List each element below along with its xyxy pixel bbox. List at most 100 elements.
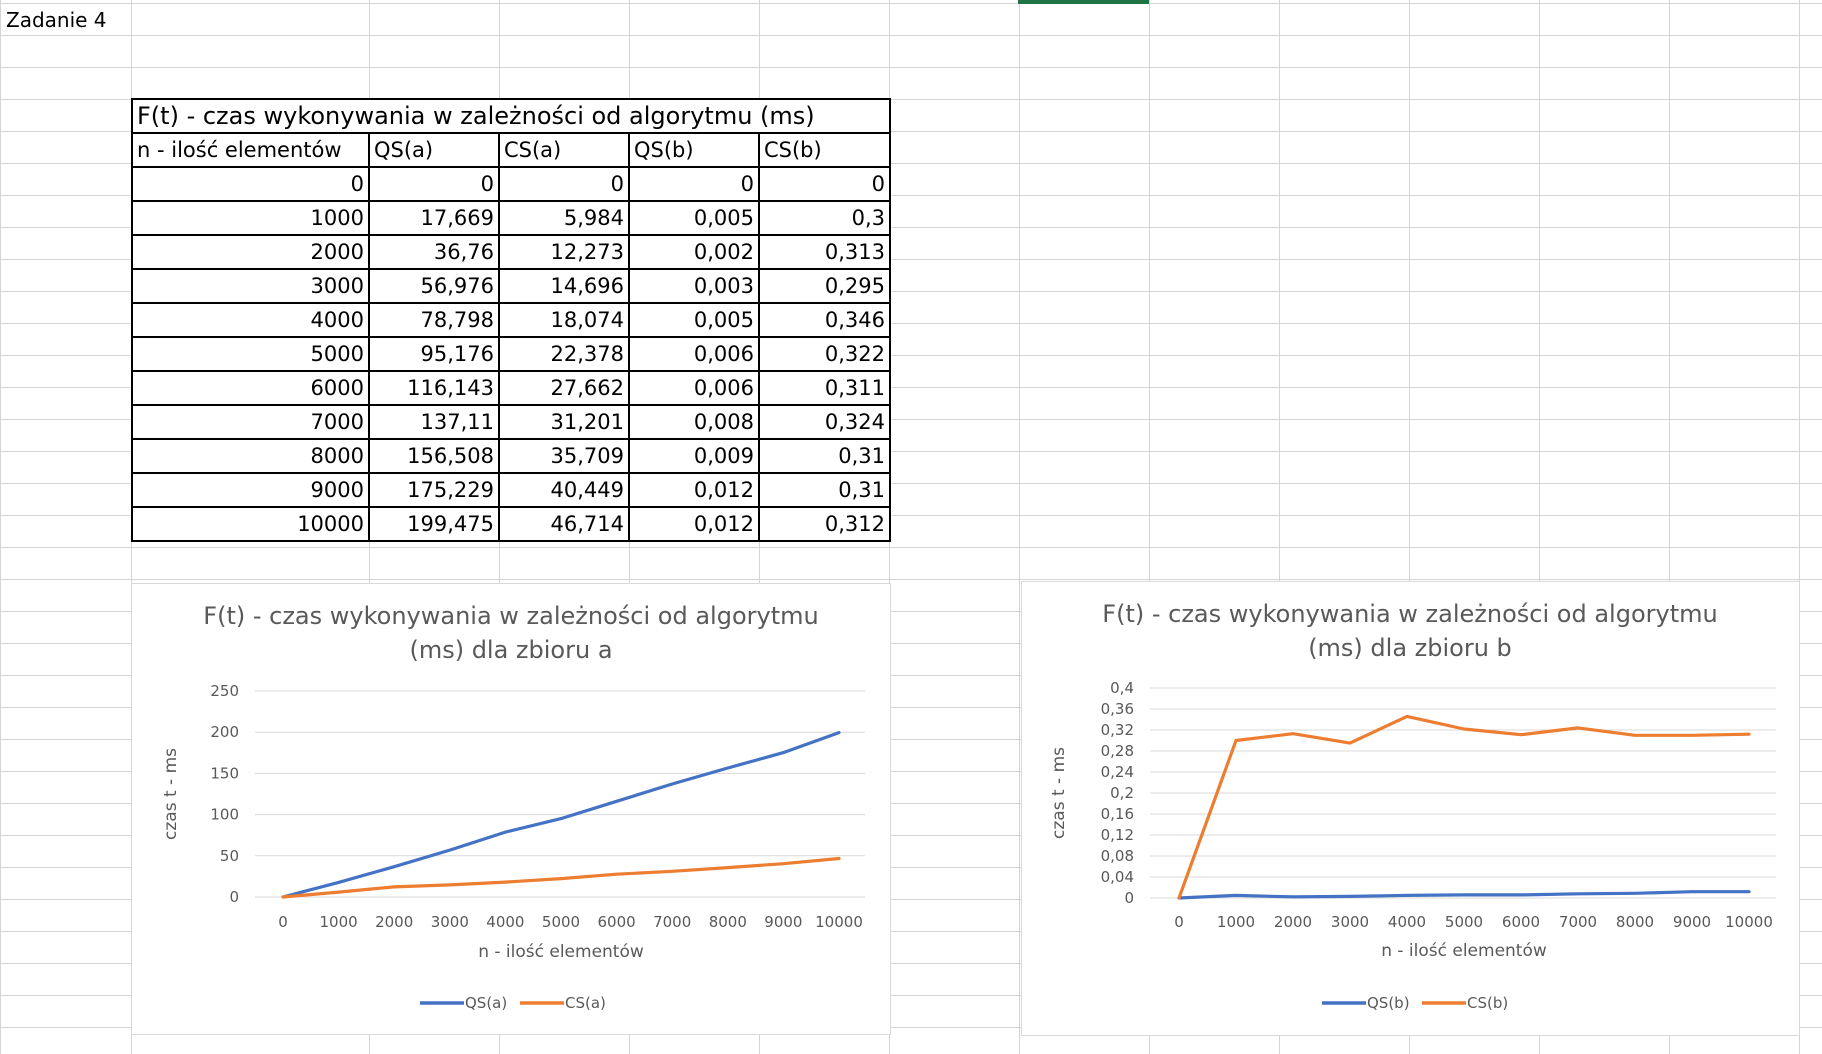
y-tick-label: 0,08: [1101, 847, 1134, 865]
y-tick-label: 50: [220, 847, 239, 865]
table-cell[interactable]: 137,11: [368, 404, 500, 440]
table-cell[interactable]: 17,669: [368, 200, 500, 236]
table-row: 4000 78,798 18,074 0,005 0,346: [131, 302, 891, 338]
table-cell[interactable]: 0,3: [758, 200, 891, 236]
table-cell[interactable]: 14,696: [498, 268, 630, 304]
table-cell[interactable]: 0,322: [758, 336, 891, 372]
table-cell[interactable]: 6000: [131, 370, 370, 406]
table-cell[interactable]: 8000: [131, 438, 370, 474]
header-qs-a[interactable]: QS(a): [368, 132, 500, 168]
table-title[interactable]: F(t) - czas wykonywania w zależności od …: [131, 98, 891, 134]
table-cell[interactable]: 0,009: [628, 438, 760, 474]
table-cell[interactable]: 5,984: [498, 200, 630, 236]
table-cell[interactable]: 56,976: [368, 268, 500, 304]
header-qs-b[interactable]: QS(b): [628, 132, 760, 168]
header-cs-b[interactable]: CS(b): [758, 132, 891, 168]
chart-set-b[interactable]: F(t) - czas wykonywania w zależności od …: [1021, 581, 1800, 1036]
table-cell[interactable]: 0,313: [758, 234, 891, 270]
table-cell[interactable]: 0,31: [758, 472, 891, 508]
table-cell[interactable]: 0: [131, 166, 370, 202]
table-cell[interactable]: 27,662: [498, 370, 630, 406]
table-cell[interactable]: 0,346: [758, 302, 891, 338]
table-cell[interactable]: 95,176: [368, 336, 500, 372]
table-cell[interactable]: 0,012: [628, 472, 760, 508]
series-line-QS(a): [281, 731, 841, 899]
table-cell[interactable]: 3000: [131, 268, 370, 304]
table-row: 2000 36,76 12,273 0,002 0,313: [131, 234, 891, 270]
table-cell[interactable]: 22,378: [498, 336, 630, 372]
table-title-row: F(t) - czas wykonywania w zależności od …: [131, 98, 891, 134]
series-line-QS(b): [1177, 890, 1751, 900]
table-cell[interactable]: 5000: [131, 336, 370, 372]
table-cell[interactable]: 0,006: [628, 370, 760, 406]
chart-set-a[interactable]: F(t) - czas wykonywania w zależności od …: [131, 583, 891, 1035]
x-tick-label: 3000: [431, 913, 469, 931]
table-cell[interactable]: 31,201: [498, 404, 630, 440]
table-cell[interactable]: 0,003: [628, 268, 760, 304]
table-cell[interactable]: 9000: [131, 472, 370, 508]
table-cell[interactable]: 0,312: [758, 506, 891, 542]
table-cell[interactable]: 0,324: [758, 404, 891, 440]
header-n[interactable]: n - ilość elementów: [131, 132, 370, 168]
table-cell[interactable]: 0,005: [628, 302, 760, 338]
table-cell[interactable]: 0,31: [758, 438, 891, 474]
table-cell[interactable]: 40,449: [498, 472, 630, 508]
table-cell[interactable]: 1000: [131, 200, 370, 236]
table-cell[interactable]: 0,002: [628, 234, 760, 270]
table-row: 0 0 0 0 0: [131, 166, 891, 202]
y-axis-label: czas t - ms: [161, 748, 181, 840]
table-cell[interactable]: 2000: [131, 234, 370, 270]
table-cell[interactable]: 0,006: [628, 336, 760, 372]
y-tick-label: 150: [210, 764, 239, 782]
table-cell[interactable]: 10000: [131, 506, 370, 542]
sheet-cell-label[interactable]: Zadanie 4: [6, 8, 107, 32]
legend-label: QS(a): [465, 994, 507, 1012]
x-tick-label: 2000: [1274, 913, 1312, 931]
x-axis-label: n - ilość elementów: [1381, 941, 1547, 961]
table-cell[interactable]: 0: [498, 166, 630, 202]
x-tick-label: 0: [1174, 913, 1184, 931]
table-cell[interactable]: 18,074: [498, 302, 630, 338]
x-tick-label: 5000: [542, 913, 580, 931]
table-cell[interactable]: 0: [368, 166, 500, 202]
x-tick-label: 6000: [598, 913, 636, 931]
chart-title: (ms) dla zbioru b: [1308, 634, 1512, 662]
table-cell[interactable]: 46,714: [498, 506, 630, 542]
x-tick-label: 10000: [815, 913, 863, 931]
table-cell[interactable]: 12,273: [498, 234, 630, 270]
chart-title: F(t) - czas wykonywania w zależności od …: [203, 602, 818, 630]
table-cell[interactable]: 0,295: [758, 268, 891, 304]
table-cell[interactable]: 0,012: [628, 506, 760, 542]
table-cell[interactable]: 78,798: [368, 302, 500, 338]
table-cell[interactable]: 156,508: [368, 438, 500, 474]
table-cell[interactable]: 36,76: [368, 234, 500, 270]
legend-label: CS(b): [1467, 994, 1508, 1012]
x-tick-label: 5000: [1445, 913, 1483, 931]
table-cell[interactable]: 175,229: [368, 472, 500, 508]
table-cell[interactable]: 35,709: [498, 438, 630, 474]
x-tick-label: 0: [278, 913, 288, 931]
y-tick-label: 0,4: [1110, 679, 1134, 697]
data-table: F(t) - czas wykonywania w zależności od …: [131, 98, 891, 542]
y-tick-label: 0,04: [1101, 868, 1134, 886]
y-tick-label: 0,12: [1101, 826, 1134, 844]
x-tick-label: 9000: [764, 913, 802, 931]
table-header-row: n - ilość elementów QS(a) CS(a) QS(b) CS…: [131, 132, 891, 168]
header-cs-a[interactable]: CS(a): [498, 132, 630, 168]
x-axis-label: n - ilość elementów: [478, 942, 644, 962]
table-cell[interactable]: 0,311: [758, 370, 891, 406]
table-cell[interactable]: 7000: [131, 404, 370, 440]
x-tick-label: 4000: [1388, 913, 1426, 931]
table-cell[interactable]: 0,005: [628, 200, 760, 236]
table-cell[interactable]: 0: [758, 166, 891, 202]
table-cell[interactable]: 116,143: [368, 370, 500, 406]
table-cell[interactable]: 4000: [131, 302, 370, 338]
table-cell[interactable]: 0: [628, 166, 760, 202]
y-tick-label: 0,2: [1110, 784, 1134, 802]
x-tick-label: 10000: [1725, 913, 1773, 931]
chart-b-svg: F(t) - czas wykonywania w zależności od …: [1049, 600, 1776, 1012]
x-tick-label: 8000: [709, 913, 747, 931]
table-cell[interactable]: 199,475: [368, 506, 500, 542]
table-cell[interactable]: 0,008: [628, 404, 760, 440]
y-tick-label: 0: [1124, 889, 1134, 907]
